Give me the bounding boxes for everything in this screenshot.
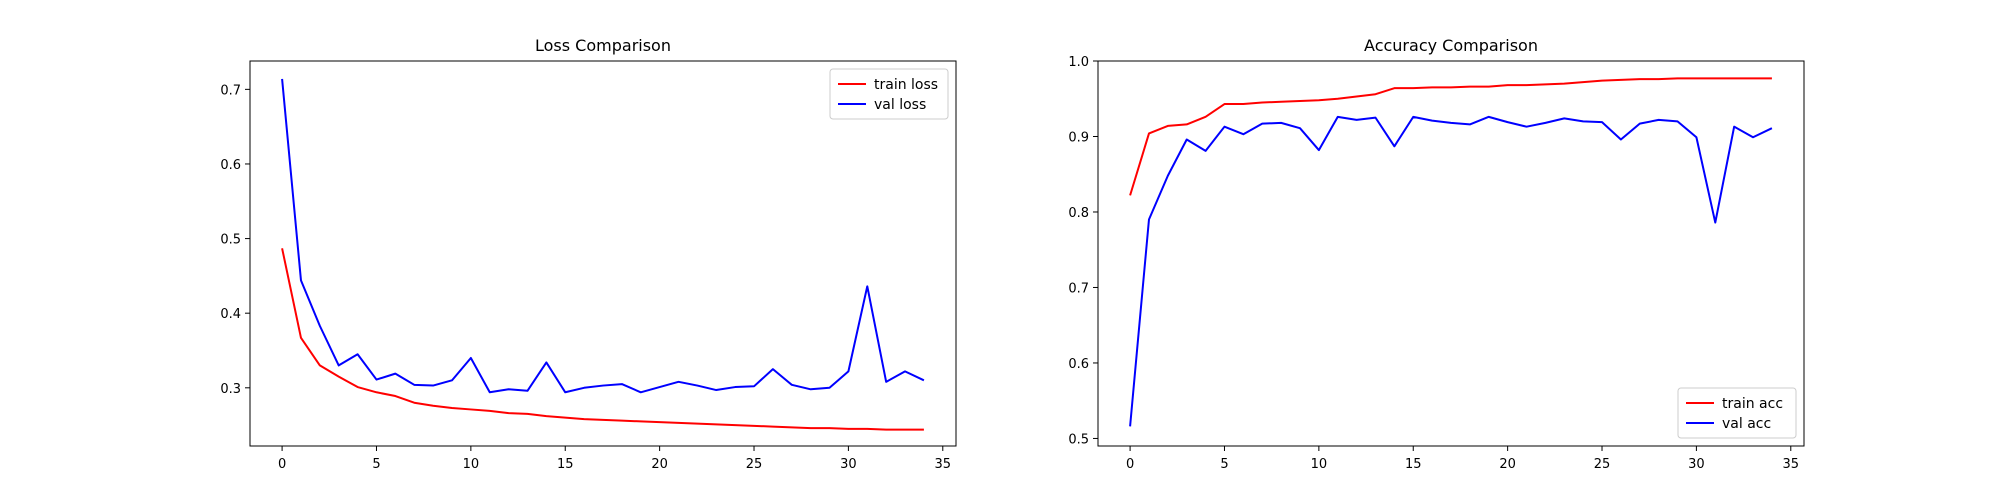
series-line-1 — [281, 248, 924, 431]
x-tick-label: 10 — [463, 457, 480, 472]
legend-label: train acc — [1722, 396, 1783, 412]
x-tick-label: 5 — [372, 457, 380, 472]
x-tick-label: 35 — [1783, 457, 1800, 472]
x-tick-label: 15 — [1405, 457, 1422, 472]
legend-label: val acc — [1722, 416, 1771, 432]
legend-box — [829, 68, 949, 120]
y-tick-label: 0.5 — [220, 233, 241, 248]
legend: train loss val loss — [829, 68, 949, 120]
y-tick-label: 0.9 — [1068, 130, 1089, 145]
series-line-2 — [281, 78, 925, 394]
x-tick-label: 35 — [935, 457, 952, 472]
y-tick-label: 0.3 — [220, 382, 241, 397]
x-tick-label: 20 — [651, 457, 668, 472]
x-tick-label: 25 — [1594, 457, 1611, 472]
y-tick-label: 0.4 — [220, 307, 241, 322]
legend-label: val loss — [874, 97, 926, 113]
chart-1: Loss Comparison 0 5 10 15 20 25 30 35 0.3 0.4 0.5 0.… — [220, 36, 957, 472]
legend-box — [1677, 387, 1797, 439]
series-line-2 — [1129, 115, 1773, 427]
y-tick-label: 0.7 — [220, 83, 241, 98]
x-tick-label: 10 — [1311, 457, 1328, 472]
y-tick-label: 0.7 — [1068, 281, 1089, 296]
chart-title: Accuracy Comparison — [1364, 36, 1538, 55]
legend: train acc val acc — [1677, 387, 1797, 439]
x-tick-label: 5 — [1220, 457, 1228, 472]
x-tick-label: 25 — [746, 457, 763, 472]
plot-frame — [249, 60, 957, 447]
y-tick-label: 1.0 — [1068, 55, 1089, 70]
y-tick-label: 0.6 — [220, 158, 241, 173]
y-tick-label: 0.8 — [1068, 206, 1089, 221]
x-tick-label: 20 — [1499, 457, 1516, 472]
y-tick-label: 0.6 — [1068, 357, 1089, 372]
x-tick-label: 15 — [557, 457, 574, 472]
plot-frame — [1097, 60, 1805, 447]
legend-label: train loss — [874, 77, 938, 93]
x-tick-label: 0 — [1126, 457, 1134, 472]
x-tick-label: 30 — [1688, 457, 1705, 472]
chart-2: Accuracy Comparison 0 5 10 15 20 25 30 35 0.5 0.6 0… — [1068, 36, 1805, 472]
series-line-1 — [1129, 77, 1772, 196]
x-tick-label: 0 — [278, 457, 286, 472]
y-tick-label: 0.5 — [1068, 432, 1089, 447]
chart-title: Loss Comparison — [535, 36, 671, 55]
x-tick-label: 30 — [840, 457, 857, 472]
